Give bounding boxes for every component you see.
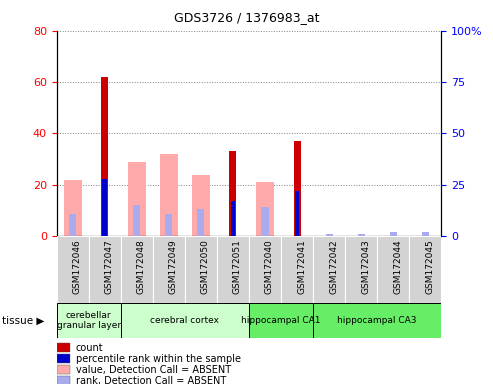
- Bar: [185, 236, 217, 303]
- Text: hippocampal CA3: hippocampal CA3: [337, 316, 417, 325]
- Bar: [160, 154, 177, 236]
- Bar: [128, 162, 145, 236]
- Bar: [165, 214, 173, 236]
- Bar: [249, 236, 281, 303]
- Bar: [422, 232, 429, 236]
- Bar: [64, 180, 81, 236]
- Text: GSM172045: GSM172045: [425, 240, 434, 294]
- Bar: [103, 179, 107, 236]
- Text: GSM172042: GSM172042: [329, 240, 338, 294]
- Text: tissue ▶: tissue ▶: [2, 316, 45, 326]
- Text: GSM172051: GSM172051: [233, 240, 242, 295]
- Bar: [249, 303, 313, 338]
- Bar: [197, 209, 205, 236]
- Bar: [313, 303, 441, 338]
- Bar: [231, 201, 235, 236]
- Text: percentile rank within the sample: percentile rank within the sample: [76, 354, 241, 364]
- Text: hippocampal CA1: hippocampal CA1: [241, 316, 321, 325]
- Bar: [357, 234, 365, 236]
- Bar: [133, 205, 141, 236]
- Text: value, Detection Call = ABSENT: value, Detection Call = ABSENT: [76, 365, 231, 375]
- Text: GSM172048: GSM172048: [137, 240, 146, 294]
- Text: GSM172044: GSM172044: [393, 240, 402, 294]
- Bar: [256, 182, 274, 236]
- Bar: [192, 174, 210, 236]
- Text: cerebellar
granular layer: cerebellar granular layer: [57, 311, 121, 330]
- Bar: [409, 236, 441, 303]
- Bar: [57, 354, 70, 363]
- Bar: [57, 236, 89, 303]
- Bar: [313, 236, 345, 303]
- Bar: [57, 343, 70, 352]
- Bar: [57, 366, 70, 374]
- Text: GSM172049: GSM172049: [169, 240, 178, 294]
- Bar: [153, 236, 185, 303]
- Text: GSM172040: GSM172040: [265, 240, 274, 294]
- Bar: [121, 303, 249, 338]
- Text: GDS3726 / 1376983_at: GDS3726 / 1376983_at: [174, 12, 319, 25]
- Bar: [281, 236, 313, 303]
- Bar: [69, 214, 76, 236]
- Text: GSM172041: GSM172041: [297, 240, 306, 294]
- Bar: [121, 236, 153, 303]
- Text: cerebral cortex: cerebral cortex: [150, 316, 219, 325]
- Bar: [89, 236, 121, 303]
- Bar: [101, 77, 108, 236]
- Bar: [229, 151, 237, 236]
- Bar: [293, 141, 301, 236]
- Bar: [217, 236, 249, 303]
- Bar: [389, 232, 397, 236]
- Text: rank, Detection Call = ABSENT: rank, Detection Call = ABSENT: [76, 376, 226, 384]
- Bar: [325, 234, 333, 236]
- Text: GSM172043: GSM172043: [361, 240, 370, 294]
- Bar: [295, 191, 299, 236]
- Text: GSM172046: GSM172046: [73, 240, 82, 294]
- Text: count: count: [76, 343, 104, 353]
- Bar: [57, 303, 121, 338]
- Bar: [261, 207, 269, 236]
- Text: GSM172047: GSM172047: [105, 240, 114, 294]
- Bar: [345, 236, 377, 303]
- Bar: [377, 236, 409, 303]
- Text: GSM172050: GSM172050: [201, 240, 210, 295]
- Bar: [57, 376, 70, 384]
